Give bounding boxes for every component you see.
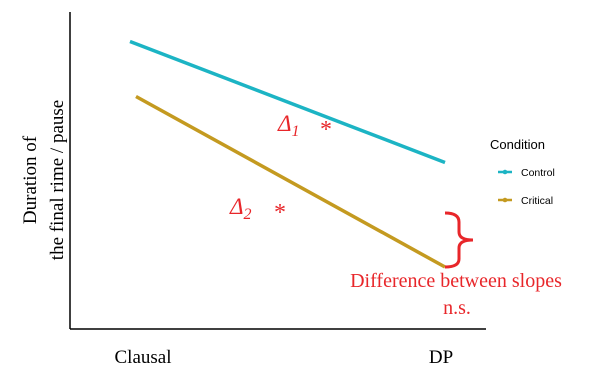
delta-1-subscript: 1 xyxy=(292,123,300,140)
difference-label: Difference between slopes xyxy=(350,270,562,292)
legend-label-critical: Critical xyxy=(521,195,553,207)
delta-2-star: * xyxy=(274,200,286,226)
y-axis-label-line-2: the final rime / pause xyxy=(47,100,68,260)
legend-label-control: Control xyxy=(521,167,555,179)
delta-1-symbol: Δ xyxy=(277,111,292,136)
delta-1-annotation: Δ1 xyxy=(277,111,300,140)
delta-2-symbol: Δ xyxy=(229,194,244,219)
delta-1-star: * xyxy=(320,117,332,143)
series-line-critical xyxy=(135,94,446,269)
y-axis-label: Duration of the final rime / pause xyxy=(20,100,68,260)
y-axis-label-line-1: Duration of xyxy=(20,135,41,224)
delta-2-annotation: Δ2 xyxy=(229,194,252,223)
x-tick-label-dp: DP xyxy=(429,347,453,368)
legend-key-control-dot xyxy=(502,169,508,175)
legend: Condition Control Critical xyxy=(490,137,555,207)
series-line-control xyxy=(129,39,446,165)
legend-key-critical-dot xyxy=(502,197,508,203)
delta-2-subscript: 2 xyxy=(244,206,252,223)
legend-title: Condition xyxy=(490,137,545,152)
difference-ns-label: n.s. xyxy=(443,297,471,319)
x-tick-label-clausal: Clausal xyxy=(115,347,172,368)
difference-bracket xyxy=(444,211,474,269)
